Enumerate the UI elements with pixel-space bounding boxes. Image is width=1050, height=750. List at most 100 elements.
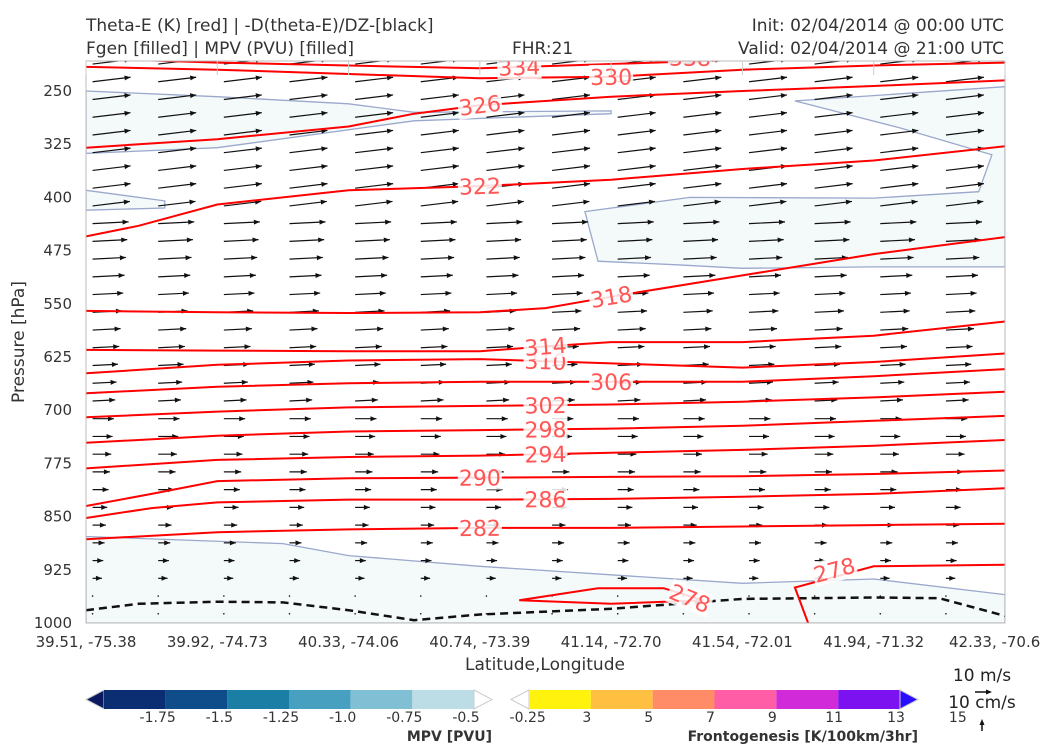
wind-vector (91, 595, 94, 597)
wind-vector (223, 326, 252, 332)
wind-vector (223, 416, 246, 422)
wind-vector (814, 181, 853, 189)
theta-e-label-314: 314 (522, 332, 569, 362)
wind-vector (880, 326, 909, 332)
wind-vector (880, 128, 919, 136)
svg-text:294: 294 (524, 443, 567, 469)
y-tick-label: 925 (43, 561, 72, 579)
wind-vector (552, 219, 589, 225)
wind-vector (92, 575, 102, 581)
wind-vector (945, 612, 947, 615)
wind-vector (420, 164, 459, 172)
wind-vector (355, 540, 368, 546)
y-tick-label: 400 (43, 188, 72, 206)
wind-vector (880, 362, 906, 368)
wind-vector (880, 308, 910, 314)
svg-text:322: 322 (459, 174, 502, 200)
wind-vector (223, 128, 262, 136)
wind-vector (683, 110, 722, 118)
wind-vector (92, 504, 108, 510)
wind-vector (552, 255, 586, 261)
wind-vector (223, 540, 236, 546)
wind-vector (814, 451, 834, 457)
mpv-tick-label: -1.0 (329, 710, 356, 726)
wind-vector (683, 75, 722, 83)
plot-frame (85, 60, 1006, 624)
wind-vector (813, 595, 816, 597)
wind-vector (420, 199, 459, 207)
wind-vector (486, 164, 525, 172)
wind-vector (355, 128, 394, 136)
wind-vector (355, 469, 373, 475)
wind-vector (814, 487, 831, 493)
wind-vector (223, 469, 242, 475)
wind-vector (617, 522, 632, 528)
colorbar-segment (104, 690, 166, 709)
wind-vector (420, 433, 441, 439)
wind-vector (289, 344, 317, 350)
fgen-tick-label: 15 (949, 710, 967, 726)
wind-vector (420, 416, 443, 422)
wind-vector (289, 540, 302, 546)
wind-vector (289, 397, 313, 403)
wind-vector (223, 110, 262, 118)
wind-vector (158, 164, 197, 172)
wind-vector (420, 237, 456, 243)
wind-vector (814, 75, 853, 83)
wind-vector (289, 558, 301, 564)
fhr-label: FHR:21 (512, 39, 573, 59)
wind-vector (486, 290, 518, 296)
wind-vector (683, 558, 695, 564)
wind-vector (289, 199, 327, 207)
wind-vector (354, 595, 356, 597)
theta-e-label-290: 290 (457, 465, 502, 492)
wind-vector (158, 522, 172, 528)
wind-vector (289, 93, 328, 101)
wind-vector (223, 75, 262, 83)
theta-e-label-326: 326 (456, 90, 504, 122)
wind-vector (355, 75, 394, 83)
x-tick-label: 39.92, -74.73 (167, 633, 268, 651)
y-tick-label: 850 (43, 508, 72, 526)
wind-vector (355, 433, 376, 439)
wind-vector (683, 416, 705, 422)
wind-vector (945, 326, 974, 332)
wind-vector (617, 199, 656, 207)
wind-vector (945, 397, 969, 403)
wind-vector (355, 237, 390, 243)
wind-vector (157, 612, 160, 615)
wind-vector (355, 273, 388, 279)
wind-vector (683, 199, 721, 207)
wind-vector (552, 308, 582, 314)
wind-vector (683, 540, 696, 546)
wind-vector (748, 237, 784, 243)
fgen-colorbar-label: Frontogenesis [K/100km/3hr] (688, 729, 918, 745)
wind-vector (945, 575, 956, 581)
wind-vector (814, 146, 853, 154)
theta-e-contour-282 (86, 522, 1005, 541)
theta-e-contour-318 (86, 236, 1005, 315)
wind-vector (814, 273, 847, 279)
wind-vector (158, 575, 168, 581)
wind-vector (355, 290, 386, 296)
wind-vector (420, 255, 455, 261)
wind-vector (748, 326, 778, 332)
wind-vector (289, 326, 318, 332)
wind-ref-horizontal: 10 m/s (953, 666, 1011, 686)
colorbar-segment (289, 690, 351, 709)
wind-vector (683, 93, 722, 101)
wind-vector (814, 237, 850, 243)
wind-vector (92, 199, 130, 207)
plot-area: 2782782822862902942983023063103143183223… (86, 61, 1005, 623)
wind-vector (486, 273, 519, 279)
wind-vector (158, 273, 191, 279)
wind-vector (617, 237, 653, 243)
wind-vector (158, 416, 180, 422)
x-tick-label: 42.33, -70.6 (949, 633, 1040, 651)
x-tick-label: 40.33, -74.06 (298, 633, 399, 651)
wind-vector (92, 487, 109, 493)
wind-vector (880, 199, 918, 207)
wind-vector (683, 487, 700, 493)
wind-vector (814, 416, 836, 422)
wind-vector (355, 326, 384, 332)
